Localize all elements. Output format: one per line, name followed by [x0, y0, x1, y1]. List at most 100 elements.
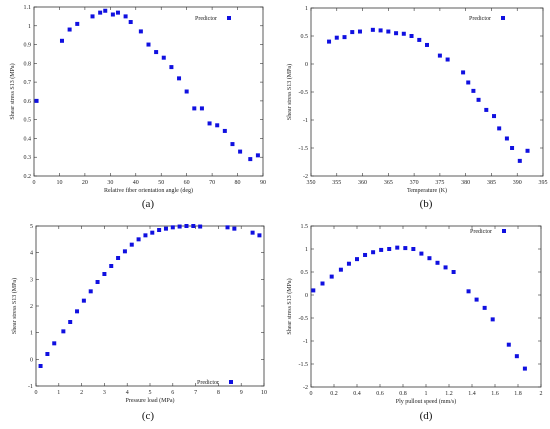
chart-a-data-point: [207, 121, 212, 126]
chart-a-data-point: [67, 27, 72, 32]
chart-c-y-tick-label: 2: [30, 304, 33, 310]
chart-d-data-point: [435, 260, 440, 265]
chart-a-x-tick-label: 0: [33, 180, 36, 186]
chart-b-x-tick-label: 375: [435, 180, 444, 186]
chart-c-data-point: [198, 224, 203, 229]
chart-a-x-tick-label: 10: [56, 180, 62, 186]
chart-c-x-tick-label: 3: [103, 390, 106, 396]
chart-c-data-point: [150, 230, 155, 235]
chart-a-y-tick-label: 0.9: [24, 43, 32, 49]
chart-b-x-axis-label: Temperature (K): [407, 187, 447, 194]
chart-b-x-tick-label: 365: [384, 180, 393, 186]
chart-c-data-point: [184, 224, 189, 228]
chart-d-y-tick-label: 1.5: [301, 224, 309, 230]
chart-d-data-point: [466, 289, 471, 294]
chart-a-data-point: [59, 38, 64, 43]
chart-b-data-point: [417, 37, 422, 42]
chart-c-y-tick-label: -1: [28, 384, 33, 390]
chart-d-data-point: [371, 250, 376, 255]
chart-c-y-tick-label: 3: [30, 277, 33, 283]
chart-d-y-tick-label: 1: [305, 247, 308, 253]
chart-c-caption: (c): [142, 410, 155, 422]
chart-d-data-point: [363, 252, 368, 257]
chart-a-data-point: [128, 20, 133, 25]
chart-a-x-tick-label: 40: [133, 180, 139, 186]
chart-b-x-tick-label: 385: [487, 180, 496, 186]
chart-a-x-axis-label: Relative fiber orientation angle (deg): [104, 187, 193, 194]
chart-d-data-point: [474, 297, 479, 302]
chart-b-x-tick-label: 355: [332, 180, 341, 186]
chart-a-data-point: [248, 157, 253, 162]
chart-a-data-point: [110, 12, 115, 17]
chart-a-y-tick-label: 0.6: [24, 99, 32, 105]
chart-b-caption: (b): [420, 198, 433, 210]
chart-a-y-tick-label: 0.2: [24, 174, 32, 180]
chart-a-data-point: [192, 106, 197, 111]
chart-d-data-point: [411, 247, 416, 251]
chart-a-legend-label: Predictor: [195, 16, 217, 22]
chart-a-data-point: [146, 42, 151, 47]
chart-b-data-point: [386, 29, 391, 34]
chart-d-data-point: [346, 261, 351, 266]
chart-d-data-point: [419, 251, 424, 256]
chart-c-data-point: [177, 224, 182, 229]
chart-c-x-axis-label: Pressure load (MPa): [126, 397, 175, 404]
chart-b-data-point: [370, 27, 375, 32]
chart-a-data-point: [215, 123, 220, 128]
chart-b-data-point: [437, 53, 442, 58]
chart-d-x-axis-label: Ply pullout speed (mm/s): [396, 398, 457, 405]
chart-a-x-tick-label: 70: [209, 180, 215, 186]
chart-c-data-point: [88, 289, 93, 294]
chart-c-data-point: [81, 298, 86, 303]
chart-d-x-tick-label: 1.4: [468, 391, 476, 397]
chart-c-data-point: [129, 242, 134, 247]
chart-d-legend-label: Predictor: [470, 229, 492, 235]
chart-d-data-point: [522, 366, 527, 371]
chart-a-data-point: [161, 55, 166, 60]
chart-d-caption: (d): [420, 410, 433, 422]
chart-a-x-tick-label: 20: [82, 180, 88, 186]
chart-c-data-point: [102, 272, 107, 276]
chart-c-data-point: [143, 233, 148, 238]
chart-d-data-point: [311, 288, 316, 293]
chart-c-data-point: [75, 309, 80, 314]
chart-b-data-point: [401, 31, 406, 36]
chart-d-x-tick-label: 0: [310, 391, 313, 397]
chart-a-data-point: [255, 153, 260, 158]
chart-d-data-point: [490, 317, 495, 322]
chart-d-x-tick-label: 1.6: [491, 391, 499, 397]
chart-d-y-tick-label: -2: [303, 385, 308, 391]
chart-c-data-point: [250, 230, 255, 235]
chart-b-data-point: [492, 114, 497, 119]
chart-a-data-point: [115, 10, 120, 15]
chart-d-x-tick-label: 0.2: [330, 391, 338, 397]
chart-c-data-point: [136, 237, 141, 242]
chart-c-plot-frame: [35, 225, 265, 387]
chart-b-y-tick-label: -1: [303, 118, 308, 124]
chart-a-data-point: [75, 21, 80, 26]
chart-a-y-tick-label: 0.7: [24, 80, 32, 86]
chart-d-x-tick-label: 1.2: [445, 391, 453, 397]
chart-d-y-axis-label: Shear stress S13 (MPa): [286, 278, 293, 334]
chart-b-legend-marker: [501, 16, 505, 20]
chart-b-x-tick-label: 370: [410, 180, 419, 186]
chart-d-data-point: [451, 270, 456, 274]
chart-d-data-point: [379, 247, 384, 252]
chart-a-data-point: [138, 29, 143, 34]
chart-a-x-tick-label: 30: [107, 180, 113, 186]
chart-a-y-tick-label: 1: [28, 24, 31, 30]
chart-b-x-tick-label: 380: [461, 180, 470, 186]
chart-b-data-point: [497, 126, 502, 131]
chart-d-x-tick-label: 1.8: [514, 391, 522, 397]
chart-a-x-tick-label: 60: [184, 180, 190, 186]
chart-a-caption: (a): [142, 198, 155, 210]
chart-d-data-point: [320, 281, 325, 286]
chart-a-data-point: [222, 128, 227, 133]
chart-c-y-tick-label: 5: [30, 224, 33, 230]
chart-c-data-point: [61, 329, 66, 334]
chart-d-data-point: [427, 256, 432, 261]
chart-b-data-point: [378, 28, 383, 33]
chart-d-legend-marker: [502, 229, 506, 233]
chart-b-data-point: [394, 31, 399, 36]
chart-a-data-point: [34, 98, 39, 103]
